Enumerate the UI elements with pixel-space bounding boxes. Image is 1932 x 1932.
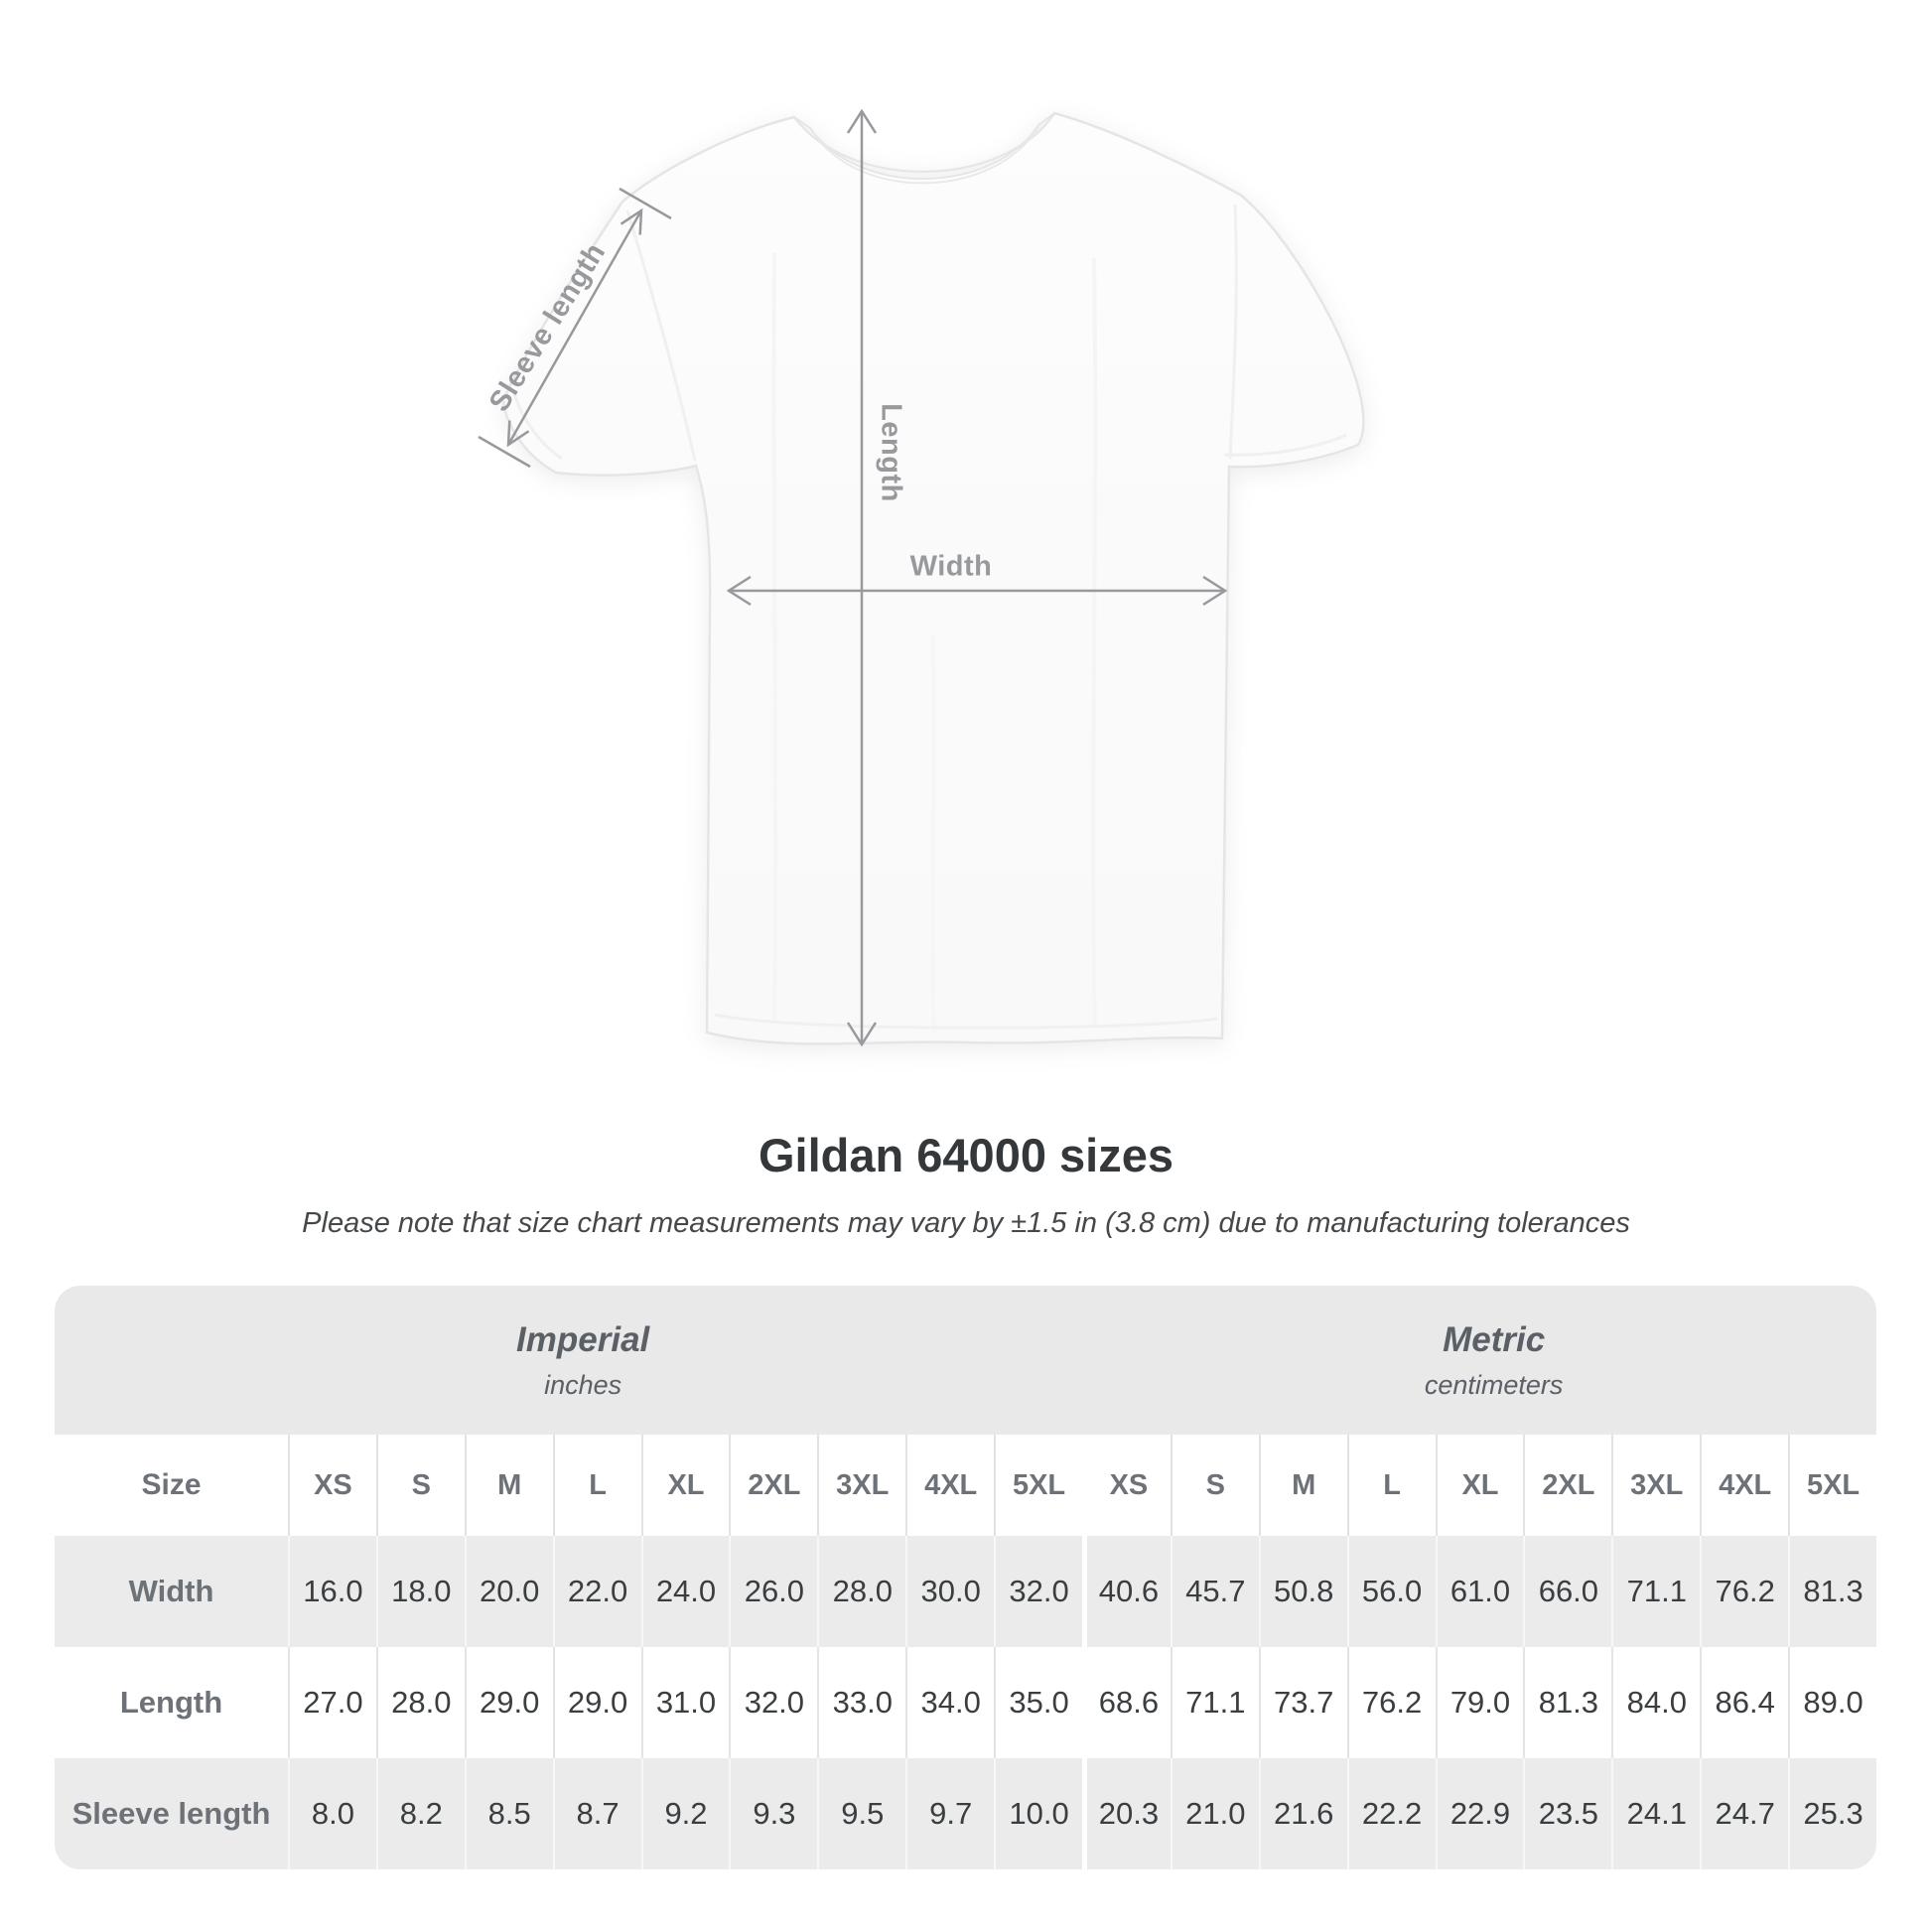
value-cell: 45.7 [1170,1536,1259,1647]
value-cell: 8.2 [375,1758,465,1869]
value-cell: 20.3 [1081,1758,1171,1869]
size-col-imperial: 5XL [994,1435,1082,1536]
size-col-imperial: M [464,1435,553,1536]
value-cell: 79.0 [1435,1647,1524,1758]
value-cell: 40.6 [1081,1536,1171,1647]
size-col-metric: M [1258,1435,1347,1536]
size-col-metric: XS [1081,1435,1171,1536]
size-table: Imperial inches Metric centimeters Size X… [55,1286,1876,1869]
value-cell: 22.2 [1346,1758,1436,1869]
length-label: Length [875,403,907,502]
value-cell: 28.0 [817,1536,905,1647]
size-col-metric: L [1346,1435,1436,1536]
row-label: Length [119,1685,223,1720]
sleeve-length-arrow [506,209,643,446]
value-cell: 34.0 [905,1647,994,1758]
value-cell: 22.9 [1435,1758,1524,1869]
value-cell: 18.0 [375,1536,465,1647]
value-cell: 81.3 [1523,1647,1611,1758]
width-label: Width [909,550,993,583]
value-cell: 61.0 [1435,1536,1524,1647]
value-cell: 22.0 [552,1536,641,1647]
measurement-row: Length 27.0 28.0 29.0 29.0 31.0 32.0 33.0 34.0 35… [55,1647,1876,1758]
value-cell: 16.0 [288,1536,376,1647]
value-cell: 10.0 [994,1758,1082,1869]
value-cell: 8.5 [464,1758,553,1869]
value-cell: 24.7 [1700,1758,1788,1869]
value-cell: 32.0 [729,1647,817,1758]
size-header-cell: Size [141,1468,202,1501]
value-cell: 66.0 [1523,1536,1611,1647]
value-cell: 23.5 [1523,1758,1611,1869]
value-cell: 50.8 [1258,1536,1347,1647]
value-cell: 86.4 [1700,1647,1788,1758]
tshirt-diagram: Sleeve length Length Width [478,108,1365,1047]
value-cell: 68.6 [1081,1647,1171,1758]
value-cell: 28.0 [375,1647,465,1758]
value-cell: 29.0 [464,1647,553,1758]
value-cell: 27.0 [288,1647,376,1758]
row-label: Sleeve length [71,1796,271,1831]
tolerance-note: Please note that size chart measurements… [302,1207,1630,1239]
value-cell: 8.7 [552,1758,641,1869]
page-title: Gildan 64000 sizes [758,1129,1174,1181]
size-col-metric: S [1170,1435,1259,1536]
dimension-lines [478,108,1228,1047]
value-cell: 89.0 [1788,1647,1876,1758]
value-cell: 33.0 [817,1647,905,1758]
imperial-label: Imperial [516,1319,650,1359]
value-cell: 71.1 [1170,1647,1259,1758]
value-cell: 21.0 [1170,1758,1259,1869]
value-cell: 20.0 [464,1536,553,1647]
value-cell: 9.2 [640,1758,730,1869]
size-header-row: Size XS S M L XL 2XL 3XL 4XL 5XL XS S M L XL 2XL 3XL 4XL 5… [55,1435,1876,1536]
value-cell: 35.0 [994,1647,1082,1758]
imperial-group-header: Imperial inches [55,1286,1111,1435]
size-col-imperial: XL [640,1435,730,1536]
value-cell: 81.3 [1788,1536,1876,1647]
value-cell: 24.0 [640,1536,730,1647]
row-label: Width [128,1574,214,1608]
size-col-imperial: 3XL [817,1435,905,1536]
value-cell: 71.1 [1611,1536,1700,1647]
value-cell: 32.0 [994,1536,1082,1647]
value-cell: 21.6 [1258,1758,1347,1869]
value-cell: 26.0 [729,1536,817,1647]
size-col-metric: 3XL [1611,1435,1700,1536]
value-cell: 56.0 [1346,1536,1436,1647]
size-col-imperial: 2XL [729,1435,817,1536]
value-cell: 24.1 [1611,1758,1700,1869]
value-cell: 25.3 [1788,1758,1876,1869]
value-cell: 29.0 [552,1647,641,1758]
value-cell: 76.2 [1700,1536,1788,1647]
value-cell: 30.0 [905,1536,994,1647]
units-header-band: Imperial inches Metric centimeters [55,1286,1876,1435]
metric-group-header: Metric centimeters [1111,1286,1876,1435]
value-cell: 76.2 [1346,1647,1436,1758]
imperial-unit: inches [544,1369,622,1400]
metric-unit: centimeters [1424,1369,1564,1400]
size-col-metric: 5XL [1788,1435,1876,1536]
size-col-metric: 4XL [1700,1435,1788,1536]
value-cell: 9.7 [905,1758,994,1869]
value-cell: 9.5 [817,1758,905,1869]
value-cell: 73.7 [1258,1647,1347,1758]
value-cell: 9.3 [729,1758,817,1869]
measurement-row: Sleeve length 8.0 8.2 8.5 8.7 9.2 9.3 9.5 9.7 10.… [55,1758,1876,1869]
tshirt-illustration [478,108,1365,1047]
tshirt-shape [501,111,1365,1045]
size-col-imperial: L [552,1435,641,1536]
value-cell: 31.0 [640,1647,730,1758]
size-col-imperial: XS [288,1435,376,1536]
metric-label: Metric [1443,1319,1546,1359]
size-col-imperial: 4XL [905,1435,994,1536]
measurement-row: Width 16.0 18.0 20.0 22.0 24.0 26.0 28.0 30.0 32.… [55,1536,1876,1647]
value-cell: 8.0 [288,1758,376,1869]
size-col-metric: XL [1435,1435,1524,1536]
size-col-imperial: S [375,1435,465,1536]
collar [793,112,1055,180]
size-col-metric: 2XL [1523,1435,1611,1536]
value-cell: 84.0 [1611,1647,1700,1758]
